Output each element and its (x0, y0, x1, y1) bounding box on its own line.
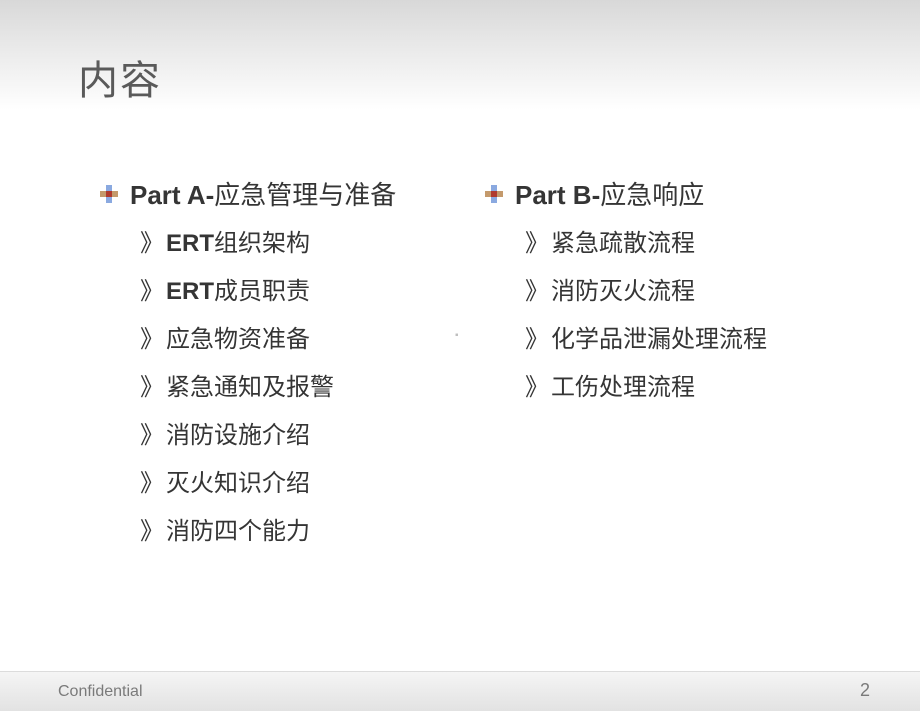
bullet-glyph: 》 (525, 374, 549, 401)
bullet-glyph: 》 (525, 230, 549, 257)
heading-a-rest: 应急管理与准备 (214, 180, 396, 210)
list-item-text: 化学品泄漏处理流程 (551, 326, 767, 353)
column-part-b: Part B-应急响应 》紧急疏散流程》消防灭火流程》化学品泄漏处理流程》工伤处… (485, 175, 860, 568)
bullet-glyph: 》 (525, 278, 549, 305)
list-item: 》消防灭火流程 (525, 280, 860, 304)
bullet-glyph: 》 (140, 278, 164, 305)
list-item: 》化学品泄漏处理流程 (525, 328, 860, 352)
bullet-glyph: 》 (525, 326, 549, 353)
list-item-text: 工伤处理流程 (551, 374, 695, 401)
list-item-text: 消防灭火流程 (551, 278, 695, 305)
list-item-text: 紧急疏散流程 (551, 230, 695, 257)
bullet-glyph: 》 (140, 470, 164, 497)
list-item: 》ERT成员职责 (140, 280, 475, 304)
list-item: 》灭火知识介绍 (140, 472, 475, 496)
section-heading-a-text: Part A-应急管理与准备 (130, 175, 396, 212)
list-item: 》应急物资准备 (140, 328, 475, 352)
list-item: 》消防设施介绍 (140, 424, 475, 448)
bullet-glyph: 》 (140, 230, 164, 257)
list-item-bold: ERT (166, 278, 214, 305)
plus-icon (485, 185, 503, 203)
slide-title: 内容 (78, 48, 162, 106)
list-item: 》工伤处理流程 (525, 376, 860, 400)
bullet-glyph: 》 (140, 374, 164, 401)
section-heading-a: Part A-应急管理与准备 (100, 175, 475, 212)
section-heading-b: Part B-应急响应 (485, 175, 860, 212)
content-columns: Part A-应急管理与准备 》ERT组织架构》ERT成员职责》应急物资准备》紧… (100, 175, 860, 568)
footer-confidential: Confidential (58, 683, 143, 701)
column-part-a: Part A-应急管理与准备 》ERT组织架构》ERT成员职责》应急物资准备》紧… (100, 175, 475, 568)
list-part-a: 》ERT组织架构》ERT成员职责》应急物资准备》紧急通知及报警》消防设施介绍》灭… (100, 232, 475, 544)
list-item-text: 组织架构 (214, 230, 310, 257)
heading-a-bold: Part A- (130, 180, 214, 210)
bullet-glyph: 》 (140, 422, 164, 449)
heading-b-bold: Part B- (515, 180, 600, 210)
list-item-bold: ERT (166, 230, 214, 257)
list-item: 》消防四个能力 (140, 520, 475, 544)
list-part-b: 》紧急疏散流程》消防灭火流程》化学品泄漏处理流程》工伤处理流程 (485, 232, 860, 400)
bullet-glyph: 》 (140, 326, 164, 353)
plus-icon (100, 185, 118, 203)
list-item-text: 灭火知识介绍 (166, 470, 310, 497)
list-item-text: 消防四个能力 (166, 518, 310, 545)
section-heading-b-text: Part B-应急响应 (515, 175, 704, 212)
list-item-text: 成员职责 (214, 278, 310, 305)
list-item: 》紧急疏散流程 (525, 232, 860, 256)
list-item: 》ERT组织架构 (140, 232, 475, 256)
heading-b-rest: 应急响应 (600, 180, 704, 210)
bullet-glyph: 》 (140, 518, 164, 545)
list-item-text: 应急物资准备 (166, 326, 310, 353)
center-marker: ▪ (455, 330, 462, 337)
footer-page-number: 2 (860, 680, 870, 701)
list-item: 》紧急通知及报警 (140, 376, 475, 400)
list-item-text: 消防设施介绍 (166, 422, 310, 449)
list-item-text: 紧急通知及报警 (166, 374, 334, 401)
